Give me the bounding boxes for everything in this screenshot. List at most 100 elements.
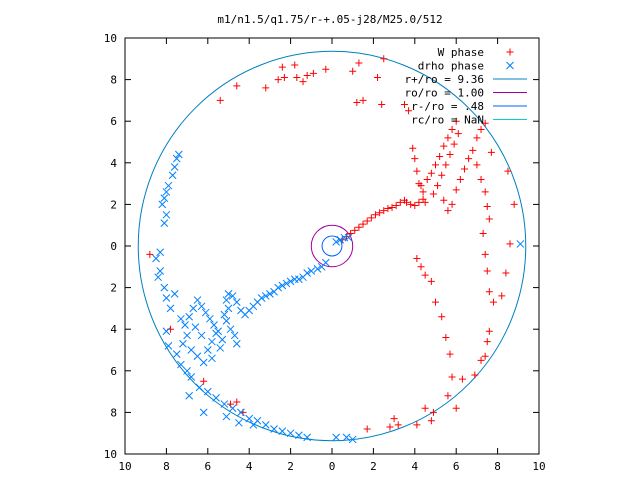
y-tick-label: 8 xyxy=(110,74,117,87)
drho-phase-point xyxy=(230,331,239,340)
w-phase-point xyxy=(446,150,454,158)
drho-phase-point xyxy=(282,279,291,288)
drho-phase-point xyxy=(183,366,191,375)
drho-phase-point xyxy=(203,387,212,396)
w-phase-point xyxy=(353,98,361,106)
drho-phase-point xyxy=(164,181,173,190)
drho-phase-point xyxy=(154,273,162,282)
w-phase-point xyxy=(200,377,208,385)
w-phase-point xyxy=(233,82,241,90)
w-phase-series xyxy=(146,55,518,433)
x-tick-label: 8 xyxy=(163,460,170,473)
w-phase-point xyxy=(477,356,485,364)
x-tick-label: 10 xyxy=(532,460,545,473)
w-phase-point xyxy=(293,74,301,82)
w-phase-point xyxy=(262,84,270,92)
legend-label: r+/ro = 9.36 xyxy=(405,73,484,86)
drho-phase-point xyxy=(344,233,353,242)
drho-phase-point xyxy=(348,435,357,444)
drho-phase-point xyxy=(249,421,258,429)
x-tick-label: 4 xyxy=(246,460,253,473)
drho-phase-point xyxy=(216,344,225,352)
drho-phase-point xyxy=(317,262,326,271)
w-phase-point xyxy=(409,144,417,152)
legend-label: r-/ro = .48 xyxy=(411,100,484,113)
drho-phase-point xyxy=(234,418,243,427)
w-phase-point xyxy=(483,338,491,346)
radius-circles xyxy=(137,50,527,442)
data-series xyxy=(146,55,525,444)
drho-phase-point xyxy=(210,321,218,329)
drho-phase-point xyxy=(278,427,287,435)
w-phase-point xyxy=(440,142,448,150)
circle-roro xyxy=(310,224,354,268)
w-phase-point xyxy=(376,209,384,217)
drho-phase-point xyxy=(237,408,245,417)
w-phase-point xyxy=(427,277,435,285)
drho-phase-point xyxy=(193,296,202,304)
drho-phase-point xyxy=(172,350,181,359)
legend-label: W phase xyxy=(438,46,484,59)
w-phase-point xyxy=(303,71,311,79)
x-tick-label: 6 xyxy=(453,460,460,473)
w-phase-point xyxy=(429,190,437,198)
drho-phase-point xyxy=(286,277,295,286)
w-phase-point xyxy=(396,198,404,206)
w-phase-point xyxy=(477,126,485,134)
x-tick-label: 0 xyxy=(329,460,336,473)
drho-phase-point xyxy=(179,339,187,348)
w-phase-point xyxy=(380,207,388,215)
w-phase-point xyxy=(456,175,464,183)
w-phase-point xyxy=(417,182,425,190)
w-phase-point xyxy=(216,96,224,104)
w-phase-point xyxy=(448,373,456,381)
drho-phase-point xyxy=(197,331,206,340)
drho-phase-point xyxy=(162,210,171,219)
w-phase-point xyxy=(359,96,367,104)
drho-phase-point xyxy=(266,289,274,298)
w-phase-point xyxy=(452,117,460,125)
legend-label: rc/ro = NaN xyxy=(411,114,484,127)
w-phase-point xyxy=(481,352,489,360)
drho-phase-point xyxy=(212,329,220,338)
drho-phase-point xyxy=(201,308,210,317)
drho-phase-point xyxy=(220,400,229,408)
w-phase-point xyxy=(438,171,446,179)
w-phase-point xyxy=(419,188,427,196)
w-phase-point xyxy=(479,230,487,238)
w-phase-point xyxy=(411,201,419,209)
drho-phase-point xyxy=(160,219,169,227)
w-phase-point xyxy=(483,267,491,275)
x-tick-label: 4 xyxy=(411,460,418,473)
w-phase-point xyxy=(436,153,444,161)
drho-phase-point xyxy=(170,289,179,298)
drho-phase-point xyxy=(206,314,214,323)
w-phase-point xyxy=(413,421,421,429)
drho-phase-point xyxy=(162,294,171,302)
w-phase-point xyxy=(359,220,367,228)
w-phase-point xyxy=(367,214,375,222)
w-phase-point xyxy=(417,263,425,271)
legend-marker-sample xyxy=(506,48,514,56)
w-phase-point xyxy=(407,200,415,208)
w-phase-point xyxy=(438,313,446,321)
drho-phase-series xyxy=(152,150,525,444)
legend-label: drho phase xyxy=(418,60,484,73)
chart-title: m1/n1.5/q1.75/r-+.05-j28/M25.0/512 xyxy=(217,13,442,26)
drho-phase-point xyxy=(187,373,196,381)
w-phase-point xyxy=(442,334,450,342)
w-phase-point xyxy=(458,375,466,383)
w-phase-point xyxy=(413,254,421,262)
drho-phase-point xyxy=(222,412,231,421)
w-phase-point xyxy=(299,78,307,86)
drho-phase-point xyxy=(342,433,351,442)
drho-phase-point xyxy=(336,235,345,244)
drho-phase-point xyxy=(224,289,233,298)
x-tick-label: 10 xyxy=(118,460,131,473)
w-phase-point xyxy=(405,107,413,115)
w-phase-point xyxy=(322,65,330,73)
legend-label: ro/ro = 1.00 xyxy=(405,87,484,100)
y-tick-label: 6 xyxy=(110,115,117,128)
